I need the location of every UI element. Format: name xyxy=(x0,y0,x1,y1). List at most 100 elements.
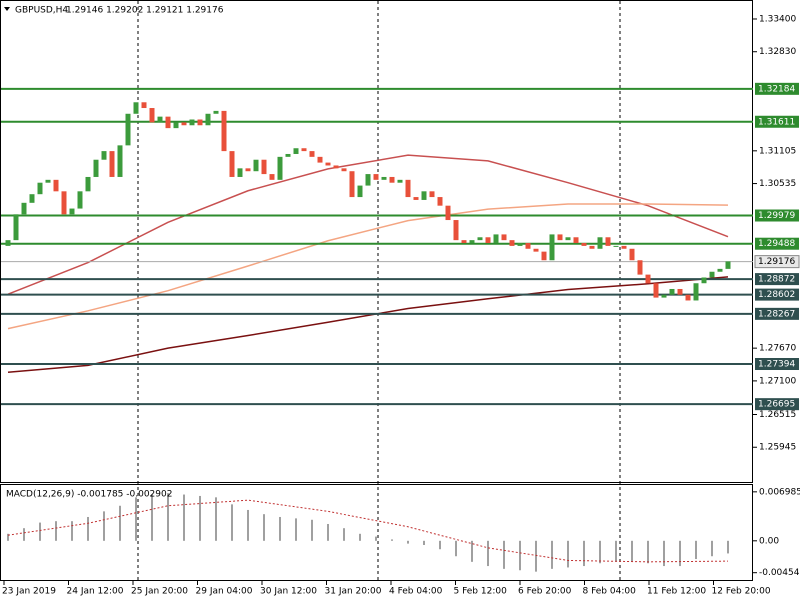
candle xyxy=(493,234,499,244)
candle xyxy=(365,174,371,186)
candle xyxy=(581,243,587,246)
candle xyxy=(677,288,683,295)
candle xyxy=(109,151,115,177)
level-label: 1.29488 xyxy=(758,239,795,249)
level-tag xyxy=(755,307,799,320)
macd-title: MACD(12,26,9) -0.001785 -0.002902 xyxy=(6,490,172,500)
candle xyxy=(565,237,571,241)
candle xyxy=(13,214,19,241)
candle xyxy=(533,248,539,252)
level-tag xyxy=(755,115,799,128)
candle xyxy=(269,174,275,180)
x-tick-label: 8 Feb 04:00 xyxy=(583,587,637,597)
candle xyxy=(629,248,635,261)
candle xyxy=(253,159,259,172)
candle xyxy=(133,102,139,114)
level-label: 1.29979 xyxy=(758,211,795,221)
candle xyxy=(309,151,315,157)
x-tick-label: 23 Jan 2019 xyxy=(2,587,56,597)
candle xyxy=(461,240,467,244)
level-tag xyxy=(755,288,799,301)
level-label: 1.32184 xyxy=(758,84,795,94)
moving-average xyxy=(7,154,729,295)
level-tag xyxy=(755,398,799,411)
x-tick-label: 4 Feb 04:00 xyxy=(389,587,443,597)
main-panel xyxy=(0,0,753,483)
candle xyxy=(285,153,291,157)
candle xyxy=(653,283,659,298)
x-tick-label: 11 Feb 12:00 xyxy=(647,587,706,597)
candle xyxy=(429,191,435,198)
candle xyxy=(53,179,59,192)
candle xyxy=(405,179,411,198)
candle xyxy=(245,168,251,172)
candle xyxy=(213,110,219,114)
candle xyxy=(709,271,715,278)
plot xyxy=(1,87,753,572)
candle xyxy=(237,168,243,177)
candle xyxy=(725,261,731,269)
x-tick-label: 31 Jan 20:00 xyxy=(325,587,382,597)
candle xyxy=(205,113,211,126)
candle xyxy=(301,148,307,152)
candle xyxy=(29,194,35,203)
x-tick-label: 29 Jan 04:00 xyxy=(196,587,253,597)
candle xyxy=(509,240,515,246)
candle xyxy=(165,116,171,129)
candle xyxy=(173,122,179,129)
candle xyxy=(605,237,611,246)
x-tick-label: 6 Feb 20:00 xyxy=(518,587,572,597)
candle xyxy=(669,288,675,295)
candle xyxy=(685,294,691,301)
candle xyxy=(517,243,523,246)
level-label: 1.28267 xyxy=(758,309,795,319)
candle xyxy=(637,260,643,275)
candle xyxy=(117,145,123,177)
macd-tick-label: -0.004548 xyxy=(759,568,800,578)
chart-title: GBPUSD,H4 xyxy=(15,6,68,16)
macd-tick-label: 0.006985 xyxy=(759,487,800,497)
candle xyxy=(277,156,283,180)
candle xyxy=(597,237,603,249)
y-tick-label: 1.31105 xyxy=(759,146,796,156)
candle xyxy=(69,208,75,215)
candle xyxy=(293,148,299,154)
macd-signal xyxy=(7,499,729,563)
candle xyxy=(541,251,547,261)
level-tag xyxy=(755,273,799,286)
level-label: 1.28872 xyxy=(758,275,795,285)
y-tick-label: 1.25945 xyxy=(759,443,796,453)
candle xyxy=(573,237,579,244)
level-tag xyxy=(755,82,799,95)
candle xyxy=(613,245,619,247)
candle xyxy=(645,274,651,284)
candle xyxy=(701,277,707,284)
candle xyxy=(437,197,443,206)
candle xyxy=(445,205,451,221)
moving-average xyxy=(7,276,729,374)
level-label: 1.31611 xyxy=(758,117,795,127)
x-tick-label: 25 Jan 20:00 xyxy=(131,587,188,597)
price-label: 1.29176 xyxy=(758,257,795,267)
candle xyxy=(549,234,555,261)
candle xyxy=(181,122,187,126)
candle xyxy=(341,168,347,172)
candle xyxy=(621,245,627,249)
candle xyxy=(149,108,155,123)
candle xyxy=(157,116,163,123)
candle xyxy=(333,165,339,169)
candle xyxy=(373,174,379,180)
candle xyxy=(325,162,331,166)
x-tick-label: 5 Feb 12:00 xyxy=(454,587,508,597)
candle xyxy=(189,119,195,126)
level-label: 1.26695 xyxy=(758,400,795,410)
candle xyxy=(21,202,27,215)
candle xyxy=(557,234,563,241)
x-tick-label: 24 Jan 12:00 xyxy=(67,587,124,597)
candle xyxy=(717,268,723,272)
y-tick-label: 1.33400 xyxy=(759,14,796,24)
candle xyxy=(317,156,323,163)
candle xyxy=(485,237,491,244)
candle xyxy=(221,110,227,152)
